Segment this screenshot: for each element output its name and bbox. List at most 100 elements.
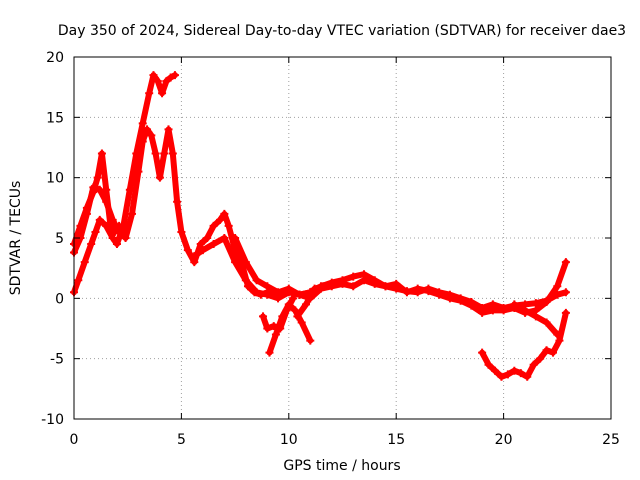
data-point: [349, 272, 358, 281]
data-point: [158, 89, 167, 98]
data-point: [106, 221, 115, 230]
data-point: [561, 258, 570, 267]
data-point: [263, 324, 272, 333]
series-prn-track-h: [294, 283, 327, 320]
data-point: [151, 149, 160, 158]
data-point: [112, 240, 121, 249]
data-point: [265, 348, 274, 357]
data-point: [82, 203, 91, 212]
data-point: [295, 290, 304, 299]
data-series-group: [70, 71, 570, 381]
data-point: [327, 278, 336, 287]
data-point: [529, 360, 538, 369]
data-point: [274, 288, 283, 297]
data-point: [293, 312, 302, 321]
data-point: [413, 284, 422, 293]
data-point: [531, 299, 540, 308]
data-point: [435, 290, 444, 299]
data-point: [108, 234, 117, 242]
data-point: [456, 296, 465, 305]
x-tick-label: 15: [387, 432, 405, 448]
data-point: [484, 360, 493, 369]
data-point: [349, 282, 358, 291]
data-point: [89, 188, 98, 197]
data-point: [297, 318, 306, 327]
data-point: [102, 185, 111, 194]
data-point: [220, 234, 229, 242]
data-point: [95, 215, 104, 224]
data-point: [370, 276, 379, 285]
data-point: [521, 306, 530, 315]
data-point: [445, 294, 454, 303]
data-point: [523, 372, 532, 381]
data-point: [510, 300, 519, 309]
data-point: [173, 197, 182, 206]
data-point: [338, 276, 347, 285]
data-point: [80, 258, 89, 267]
y-tick-label: 15: [46, 110, 64, 126]
data-point: [241, 276, 250, 285]
data-point: [132, 149, 141, 158]
data-point: [162, 77, 171, 86]
x-tick-label: 20: [495, 432, 513, 448]
data-point: [231, 258, 240, 267]
data-point: [542, 318, 551, 327]
data-point: [259, 312, 268, 321]
data-point: [263, 282, 272, 291]
data-point: [121, 234, 130, 242]
data-point: [319, 282, 328, 291]
data-point: [467, 301, 476, 310]
data-point: [155, 173, 164, 182]
data-point: [542, 297, 551, 306]
axis-ticks: 0 5 10 15 20 25 -10 -5 0 5 10 15 20: [41, 50, 620, 448]
data-point: [531, 312, 540, 321]
data-point: [170, 71, 179, 80]
data-point: [220, 209, 229, 218]
x-tick-label: 5: [177, 432, 186, 448]
data-point: [190, 252, 199, 261]
data-point: [536, 354, 545, 363]
data-point: [119, 227, 128, 236]
data-point: [74, 276, 83, 285]
data-point: [271, 330, 280, 339]
data-point: [241, 258, 250, 267]
data-point: [278, 312, 287, 321]
data-point: [115, 221, 124, 230]
data-point: [127, 209, 136, 218]
data-point: [209, 221, 218, 230]
data-point: [310, 284, 319, 293]
data-point: [177, 227, 186, 236]
data-point: [224, 221, 233, 230]
data-point: [301, 300, 310, 309]
data-point: [252, 288, 261, 297]
data-point: [381, 282, 390, 291]
data-point: [491, 366, 500, 375]
data-point: [164, 125, 173, 134]
data-point: [497, 372, 506, 381]
series-prn-track-b: [71, 72, 178, 296]
y-tick-label: -10: [41, 412, 64, 428]
data-point: [542, 346, 551, 355]
data-point: [553, 282, 562, 291]
data-point: [147, 131, 156, 140]
data-point: [76, 221, 85, 230]
data-point: [110, 227, 119, 236]
data-point: [284, 284, 293, 293]
data-point: [488, 306, 497, 315]
grid-lines: [74, 57, 611, 419]
x-tick-label: 25: [602, 432, 620, 448]
data-point: [510, 366, 519, 375]
data-point: [198, 246, 207, 255]
data-point: [93, 173, 102, 182]
data-point: [561, 308, 570, 317]
y-tick-label: 20: [46, 50, 64, 66]
data-point: [306, 336, 315, 345]
data-point: [153, 77, 162, 86]
data-point: [392, 279, 401, 288]
data-point: [478, 308, 487, 317]
data-point: [149, 71, 158, 80]
data-point: [168, 149, 177, 158]
data-point: [160, 149, 169, 158]
data-point: [216, 215, 225, 224]
data-point: [125, 185, 134, 194]
